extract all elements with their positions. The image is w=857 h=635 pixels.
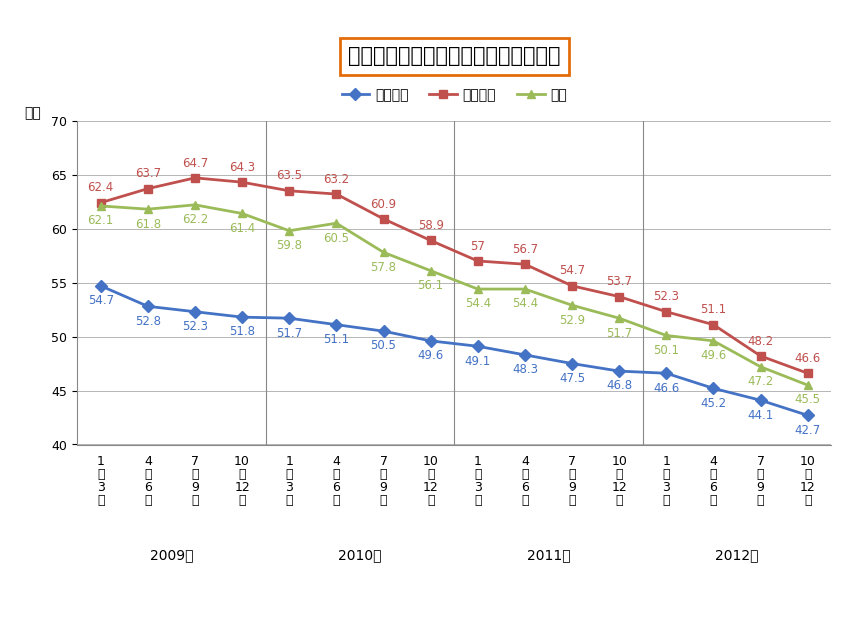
Text: 万円: 万円: [24, 107, 41, 121]
Text: 46.6: 46.6: [794, 352, 821, 365]
Text: 61.4: 61.4: [229, 222, 255, 235]
Text: 52.8: 52.8: [135, 315, 161, 328]
Text: 63.5: 63.5: [276, 170, 303, 182]
Text: 60.5: 60.5: [323, 232, 350, 244]
Text: 57.8: 57.8: [370, 261, 397, 274]
Text: 46.8: 46.8: [606, 380, 632, 392]
Text: 49.6: 49.6: [417, 349, 444, 362]
Text: 51.7: 51.7: [606, 326, 632, 340]
Text: 62.2: 62.2: [182, 213, 208, 226]
Text: 2009年: 2009年: [150, 548, 193, 562]
Title: 住宅用太陽光発電システム価格の推移: 住宅用太陽光発電システム価格の推移: [348, 46, 560, 66]
Text: 47.5: 47.5: [559, 372, 585, 385]
Text: 46.6: 46.6: [653, 382, 680, 394]
Text: 51.1: 51.1: [700, 304, 727, 316]
Text: 52.3: 52.3: [182, 320, 208, 333]
Text: 60.9: 60.9: [370, 197, 397, 211]
Text: 52.3: 52.3: [653, 290, 680, 304]
Text: 62.4: 62.4: [87, 182, 114, 194]
Text: 57: 57: [470, 239, 485, 253]
Text: 44.1: 44.1: [747, 408, 774, 422]
Text: 54.7: 54.7: [87, 294, 114, 307]
Text: 45.2: 45.2: [700, 397, 727, 410]
Text: 54.7: 54.7: [559, 265, 585, 277]
Text: 51.8: 51.8: [229, 326, 255, 338]
Text: 56.7: 56.7: [512, 243, 538, 256]
Text: 2012年: 2012年: [716, 548, 758, 562]
Text: 2010年: 2010年: [339, 548, 381, 562]
Text: 54.4: 54.4: [512, 297, 538, 311]
Text: 2011年: 2011年: [527, 548, 570, 562]
Text: 56.1: 56.1: [417, 279, 444, 292]
Text: 48.3: 48.3: [512, 363, 538, 376]
Text: 63.2: 63.2: [323, 173, 350, 185]
Text: 49.1: 49.1: [464, 354, 491, 368]
Text: 42.7: 42.7: [794, 424, 821, 437]
Text: 62.1: 62.1: [87, 214, 114, 227]
Text: 47.2: 47.2: [747, 375, 774, 388]
Legend: 新築設置, 既築設置, 全体: 新築設置, 既築設置, 全体: [336, 83, 572, 107]
Text: 58.9: 58.9: [417, 219, 444, 232]
Text: 64.7: 64.7: [182, 157, 208, 170]
Text: 64.3: 64.3: [229, 161, 255, 174]
Text: 45.5: 45.5: [794, 394, 821, 406]
Text: 49.6: 49.6: [700, 349, 727, 362]
Text: 53.7: 53.7: [606, 276, 632, 288]
Text: 50.5: 50.5: [370, 340, 397, 352]
Text: 50.1: 50.1: [653, 344, 680, 357]
Text: 54.4: 54.4: [464, 297, 491, 311]
Text: 59.8: 59.8: [276, 239, 303, 252]
Text: 63.7: 63.7: [135, 168, 161, 180]
Text: 51.7: 51.7: [276, 326, 303, 340]
Text: 61.8: 61.8: [135, 218, 161, 231]
Text: 51.1: 51.1: [323, 333, 350, 346]
Text: 52.9: 52.9: [559, 314, 585, 326]
Text: 48.2: 48.2: [747, 335, 774, 347]
